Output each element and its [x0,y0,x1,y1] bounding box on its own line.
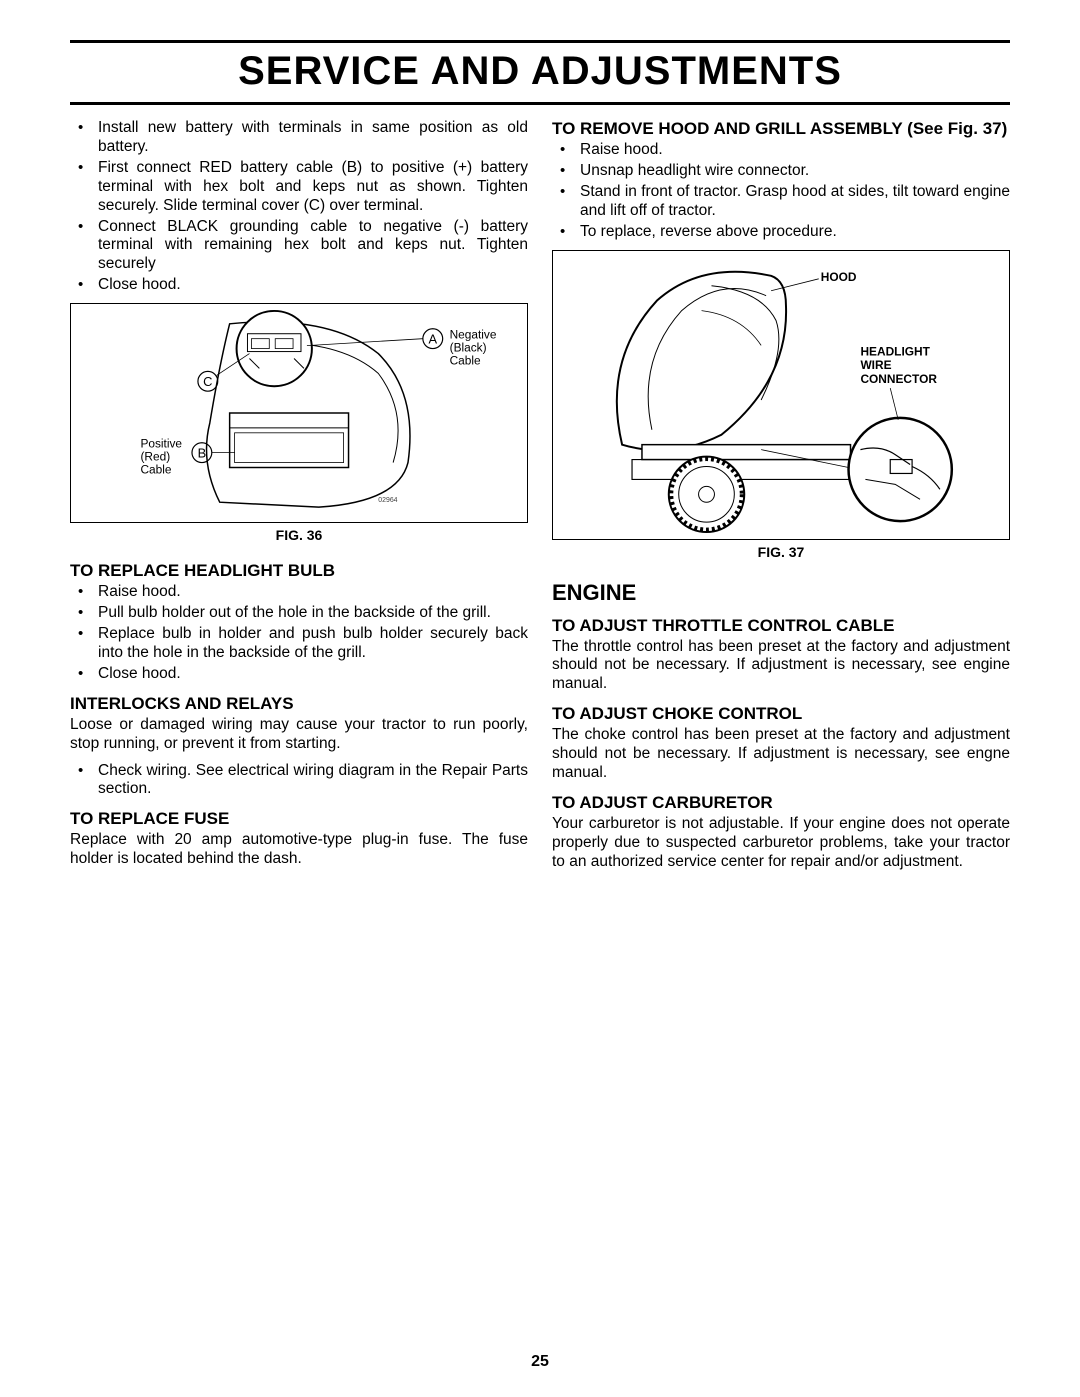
svg-text:A: A [428,332,437,347]
throttle-text: The throttle control has been preset at … [552,638,1010,695]
list-item: First connect RED battery cable (B) to p… [70,159,528,216]
svg-text:02964: 02964 [378,497,397,504]
list-item: Check wiring. See electrical wiring diag… [70,762,528,800]
figure-36: A Negative (Black) Cable C B Positive (R… [70,303,528,523]
carb-text: Your carburetor is not adjustable. If yo… [552,815,1010,872]
hood-diagram-svg: HOOD HEADLIGHT WIRE CONNECTOR [553,251,1009,539]
figure-36-caption: FIG. 36 [70,527,528,543]
figure-37-caption: FIG. 37 [552,544,1010,560]
svg-text:Cable: Cable [140,463,171,477]
battery-install-list: Install new battery with terminals in sa… [70,119,528,295]
hood-heading: TO REMOVE HOOD AND GRILL ASSEMBLY (See F… [552,119,1010,139]
list-item: Replace bulb in holder and push bulb hol… [70,625,528,663]
svg-text:CONNECTOR: CONNECTOR [860,372,937,386]
list-item: Connect BLACK grounding cable to negativ… [70,218,528,275]
list-item: Close hood. [70,665,528,684]
svg-text:WIRE: WIRE [860,358,891,372]
headlight-list: Raise hood. Pull bulb holder out of the … [70,583,528,684]
list-item: Close hood. [70,276,528,295]
list-item: Raise hood. [552,141,1010,160]
svg-text:HEADLIGHT: HEADLIGHT [860,344,930,358]
choke-heading: TO ADJUST CHOKE CONTROL [552,704,1010,724]
list-item: Raise hood. [70,583,528,602]
list-item: Stand in front of tractor. Grasp hood at… [552,183,1010,221]
list-item: Pull bulb holder out of the hole in the … [70,604,528,623]
svg-text:Cable: Cable [450,354,481,368]
headlight-heading: TO REPLACE HEADLIGHT BULB [70,561,528,581]
interlocks-heading: INTERLOCKS AND RELAYS [70,694,528,714]
fuse-heading: TO REPLACE FUSE [70,809,528,829]
hood-list: Raise hood. Unsnap headlight wire connec… [552,141,1010,242]
figure-37: HOOD HEADLIGHT WIRE CONNECTOR [552,250,1010,540]
list-item: Install new battery with terminals in sa… [70,119,528,157]
list-item: Unsnap headlight wire connector. [552,162,1010,181]
page-number: 25 [0,1353,1080,1371]
svg-text:C: C [203,374,212,389]
throttle-heading: TO ADJUST THROTTLE CONTROL CABLE [552,616,1010,636]
engine-heading: ENGINE [552,580,1010,606]
svg-text:HOOD: HOOD [821,269,857,283]
content-columns: Install new battery with terminals in sa… [70,119,1010,880]
battery-diagram-svg: A Negative (Black) Cable C B Positive (R… [71,304,527,522]
left-column: Install new battery with terminals in sa… [70,119,528,880]
page-title: SERVICE AND ADJUSTMENTS [70,40,1010,105]
interlocks-list: Check wiring. See electrical wiring diag… [70,762,528,800]
interlocks-text: Loose or damaged wiring may cause your t… [70,716,528,754]
carb-heading: TO ADJUST CARBURETOR [552,793,1010,813]
svg-text:B: B [198,446,207,461]
choke-text: The choke control has been preset at the… [552,726,1010,783]
fuse-text: Replace with 20 amp automotive-type plug… [70,831,528,869]
list-item: To replace, reverse above procedure. [552,223,1010,242]
right-column: TO REMOVE HOOD AND GRILL ASSEMBLY (See F… [552,119,1010,880]
